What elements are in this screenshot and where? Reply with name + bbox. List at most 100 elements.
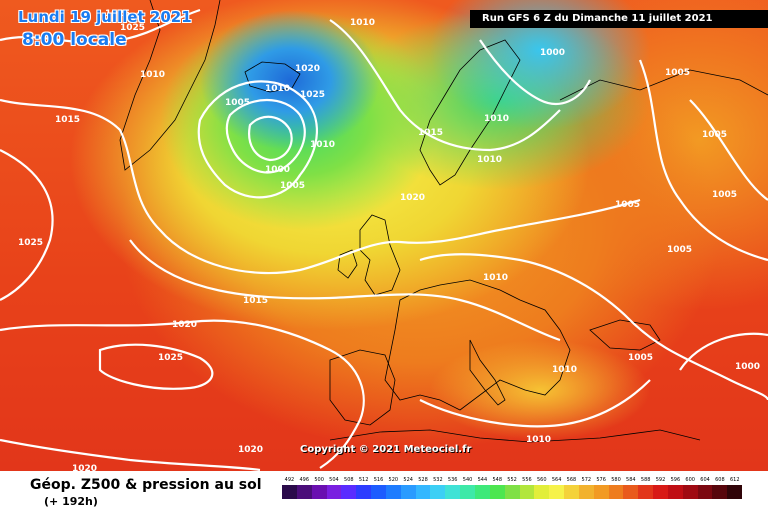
coastline-scandinavia xyxy=(419,39,521,186)
pressure-label: 1005 xyxy=(712,190,737,200)
isobar-1015-main xyxy=(129,239,561,342)
pressure-label: 1000 xyxy=(540,48,565,58)
isobar-1025-south xyxy=(98,343,214,390)
pressure-label: 1020 xyxy=(238,445,263,455)
pressure-label: 1025 xyxy=(105,9,130,19)
scale-value: 492 xyxy=(284,477,295,483)
scale-value: 580 xyxy=(611,477,621,483)
coastline-italy xyxy=(469,339,506,406)
pressure-label: 1015 xyxy=(418,128,443,138)
scale-swatch xyxy=(519,485,535,499)
scale-value: 524 xyxy=(403,477,413,483)
weather-map: 1025 1010 1010 1000 1025 1015 1005 1020 … xyxy=(0,0,768,471)
isobar-1020-far-south xyxy=(0,438,261,471)
pressure-label: 1015 xyxy=(243,296,268,306)
pressure-label: 1020 xyxy=(72,464,97,471)
pressure-label: 1025 xyxy=(18,238,43,248)
scale-value: 552 xyxy=(507,477,517,483)
scale-swatch xyxy=(474,485,490,499)
pressure-label: 1010 xyxy=(140,70,165,80)
scale-swatch xyxy=(623,485,639,499)
scale-value: 596 xyxy=(670,477,681,483)
pressure-label: 1000 xyxy=(735,362,760,372)
scale-bar xyxy=(282,485,743,499)
scale-swatch xyxy=(371,485,386,499)
scale-value: 584 xyxy=(626,477,636,483)
copyright-label: Copyright © 2021 Meteociel.fr xyxy=(300,444,472,455)
scale-swatch xyxy=(311,485,327,499)
pressure-label: 1000 xyxy=(265,165,290,175)
scale-value: 496 xyxy=(299,477,310,483)
isobar-1025-north xyxy=(0,8,201,44)
scale-value: 560 xyxy=(536,477,547,483)
map-overlay: 1025 1010 1010 1000 1025 1015 1005 1020 … xyxy=(0,0,768,471)
pressure-label: 1010 xyxy=(310,140,335,150)
scale-value: 508 xyxy=(344,477,354,483)
scale-swatch xyxy=(638,485,654,499)
scale-swatch xyxy=(667,485,683,499)
scale-swatch xyxy=(504,485,520,499)
scale-value: 536 xyxy=(447,477,458,483)
scale-value: 500 xyxy=(314,477,324,483)
pressure-label: 1010 xyxy=(477,155,502,165)
scale-swatch xyxy=(445,485,461,499)
scale-value: 588 xyxy=(640,477,651,483)
coastline-iceland xyxy=(244,61,301,93)
scale-swatch xyxy=(430,485,446,499)
isobar-1010-center xyxy=(419,253,768,401)
scale-value: 532 xyxy=(433,477,443,483)
pressure-label: 1025 xyxy=(120,23,145,33)
pressure-label: 1005 xyxy=(280,181,305,191)
pressure-label: 1010 xyxy=(484,114,509,124)
color-scale: 492 496 500 504 508 512 516 520 524 528 532 536 540 5… xyxy=(282,477,743,499)
isobar-1010-loop xyxy=(225,98,306,174)
scale-swatch xyxy=(578,485,594,499)
scale-swatch xyxy=(400,485,416,499)
forecast-time: 8:00 locale xyxy=(22,30,127,50)
isobar-1000-north xyxy=(479,39,591,105)
scale-value: 608 xyxy=(715,477,725,483)
scale-value: 512 xyxy=(358,477,369,483)
pressure-label: 1010 xyxy=(350,18,375,28)
scale-value: 572 xyxy=(581,477,592,483)
scale-swatch xyxy=(341,485,357,499)
isobar-1005-east xyxy=(638,59,768,262)
isobar-1010-southeast xyxy=(419,379,651,428)
scale-swatch xyxy=(282,485,297,499)
pressure-label: 1020 xyxy=(295,64,320,74)
pressure-label: 1005 xyxy=(665,68,690,78)
scale-value: 504 xyxy=(329,477,339,483)
scale-labels: 492 496 500 504 508 512 516 520 524 528 532 536 540 5… xyxy=(282,477,742,483)
pressure-label: 1005 xyxy=(615,200,640,210)
pressure-label: 1010 xyxy=(526,435,551,445)
scale-swatch xyxy=(682,485,698,499)
scale-value: 592 xyxy=(655,477,666,483)
scale-value: 540 xyxy=(462,477,473,483)
scale-swatch xyxy=(534,485,550,499)
scale-value: 612 xyxy=(729,477,740,483)
scale-swatch xyxy=(415,485,431,499)
scale-value: 576 xyxy=(596,477,606,483)
scale-swatch xyxy=(653,485,668,499)
isobar-1000-east xyxy=(679,332,768,371)
isobar-1020-west xyxy=(0,98,641,275)
pressure-label: 1025 xyxy=(158,353,183,363)
coastline-greenland xyxy=(119,0,221,171)
scale-value: 548 xyxy=(492,477,502,483)
scale-swatch xyxy=(564,485,579,499)
scale-swatch xyxy=(460,485,475,499)
scale-value: 568 xyxy=(566,477,577,483)
scale-value: 544 xyxy=(477,477,488,483)
isobar-1005-east2 xyxy=(689,99,768,201)
map-title: Géop. Z500 & pression au sol xyxy=(30,477,262,493)
pressure-label: 1005 xyxy=(225,98,250,108)
scale-swatch xyxy=(296,485,312,499)
pressure-label: 1005 xyxy=(667,245,692,255)
pressure-label: 1015 xyxy=(55,115,80,125)
pressure-label: 1020 xyxy=(400,193,425,203)
scale-value: 604 xyxy=(700,477,710,483)
forecast-offset: (+ 192h) xyxy=(44,495,98,508)
pressure-label: 1010 xyxy=(552,365,577,375)
scale-swatch xyxy=(608,485,624,499)
scale-swatch xyxy=(697,485,713,499)
